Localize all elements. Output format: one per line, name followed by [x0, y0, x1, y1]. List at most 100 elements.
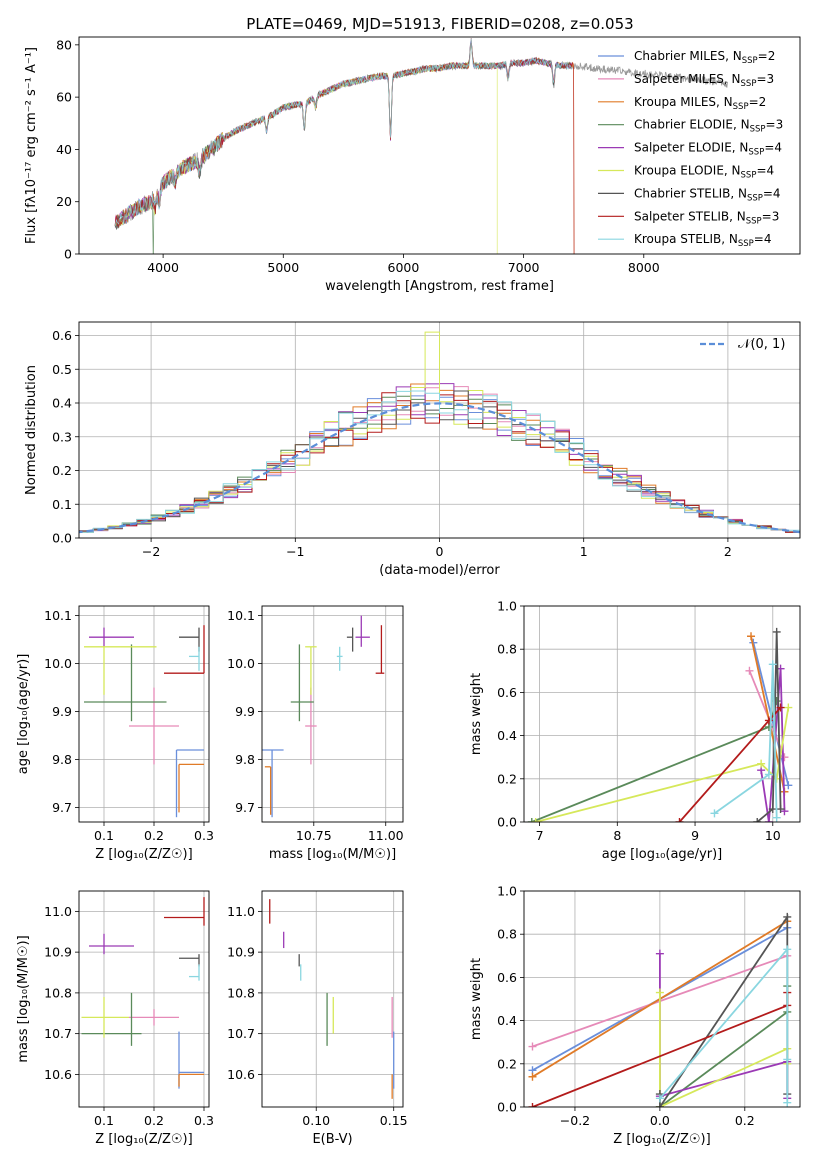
y-tick-label: 0.6 — [497, 685, 517, 700]
x-axis-label: age [log₁₀(age/yr)] — [602, 847, 723, 862]
residuals-plot-area — [79, 331, 800, 535]
weight-marker — [753, 818, 762, 822]
weight-marker — [528, 1042, 537, 1051]
y-tick-label: 1.0 — [497, 884, 517, 899]
axes-frame — [78, 321, 801, 539]
x-tick-label: 0.1 — [94, 1113, 114, 1128]
weight_vs_age-plot-area — [527, 627, 793, 822]
x-tick-label: 9 — [691, 828, 699, 843]
axes-frame — [78, 605, 210, 823]
weight-line — [659, 992, 789, 1107]
x-tick-label: 0.2 — [144, 1113, 164, 1128]
age_vs_mass-plot-area — [262, 615, 385, 818]
y-tick-label: 9.9 — [235, 704, 255, 719]
y-axis-label: mass weight — [469, 958, 484, 1040]
x-tick-label: 0.2 — [735, 1113, 755, 1128]
x-axis-label: (data-model)/error — [379, 563, 500, 578]
y-tick-label: 0.4 — [52, 396, 72, 411]
y-tick-label: 0.0 — [497, 1100, 517, 1115]
legend-entry: Salpeter STELIB, NSSP=3 — [634, 209, 779, 226]
y-tick-label: 0.0 — [497, 815, 517, 830]
weight-marker — [772, 813, 781, 822]
x-tick-label: 7 — [536, 828, 544, 843]
y-tick-label: 0.6 — [497, 970, 517, 985]
mass_vs_ebv-plot-area — [269, 899, 395, 1099]
y-tick-label: 20 — [56, 194, 72, 209]
mass_vs_Z-panel: 0.1 0.2 0.3 10.6 10.7 10.8 10.9 11.0 Z [log₁₀(Z/… — [16, 890, 214, 1147]
model-spectrum-line — [114, 42, 575, 254]
weight-marker — [784, 703, 793, 712]
spectrum-legend: Chabrier MILES, NSSP=2 Salpeter MILES, NS… — [598, 49, 783, 249]
axes-frame — [523, 605, 801, 823]
y-axis-label: mass [log₁₀(M/M☉)] — [16, 935, 31, 1062]
y-tick-label: 10.8 — [227, 985, 255, 1000]
y-tick-label: 9.8 — [235, 752, 255, 767]
gaussian-legend-label: 𝒩(0, 1) — [738, 337, 785, 352]
weight-line — [659, 946, 789, 1103]
x-tick-label: 4000 — [147, 260, 179, 275]
axes-frame — [523, 890, 801, 1108]
model-spectrum-line — [114, 43, 572, 231]
weight-marker — [783, 1098, 792, 1107]
axes-frame — [261, 605, 404, 823]
model-spectrum-line — [114, 41, 572, 227]
y-tick-label: 0.0 — [52, 531, 72, 546]
y-tick-label: 0.8 — [497, 642, 517, 657]
weight-marker — [747, 632, 756, 641]
y-tick-label: 11.0 — [44, 904, 72, 919]
y-tick-label: 60 — [56, 90, 72, 105]
weight-marker — [531, 818, 540, 822]
x-tick-label: 0.0 — [650, 1113, 670, 1128]
x-tick-label: 1 — [580, 544, 588, 559]
y-tick-label: 0.4 — [497, 728, 517, 743]
x-tick-label: 0.2 — [144, 828, 164, 843]
weight_vs_Z-plot-area — [528, 912, 792, 1107]
weight-marker — [776, 805, 785, 814]
weight-marker — [783, 912, 792, 921]
weight-line — [713, 664, 778, 818]
x-axis-label: mass [log₁₀(M/M☉)] — [269, 847, 396, 862]
y-tick-label: 9.7 — [235, 800, 255, 815]
y-tick-label: 10.9 — [44, 945, 72, 960]
y-tick-label: 80 — [56, 37, 72, 52]
model-spectrum-line — [114, 41, 572, 229]
y-tick-label: 10.9 — [227, 945, 255, 960]
x-tick-label: 0.10 — [302, 1113, 330, 1128]
weight-marker — [764, 818, 773, 822]
y-axis-label: mass weight — [469, 673, 484, 755]
y-tick-label: 10.1 — [227, 608, 255, 623]
weight-marker — [768, 805, 777, 814]
weight-marker — [776, 703, 785, 712]
weight-marker — [655, 1103, 664, 1107]
y-tick-label: 10.7 — [227, 1026, 255, 1041]
x-tick-label: 0.3 — [194, 828, 214, 843]
y-tick-label: 10.6 — [44, 1067, 72, 1082]
age_vs_Z-plot-area — [84, 625, 205, 818]
weight_vs_age-panel: 7 8 9 10 0.0 0.2 0.4 0.6 0.8 1.0 age [log₁₀(age/yr… — [469, 599, 801, 862]
residuals-panel: −2 −1 0 1 2 0.0 0.1 0.2 0.3 0.4 0.5 0.6 (data-model)… — [24, 321, 801, 578]
x-tick-label: 10 — [765, 828, 781, 843]
age_vs_Z-panel: 0.1 0.2 0.3 9.7 9.8 9.9 10.0 10.1 Z [log₁₀(Z/Z☉)… — [16, 605, 214, 862]
weight-marker — [745, 666, 754, 675]
y-tick-label: 0.5 — [52, 362, 72, 377]
axes-frame — [78, 36, 801, 255]
x-axis-label: Z [log₁₀(Z/Z☉)] — [95, 847, 192, 862]
legend-entry: Kroupa STELIB, NSSP=4 — [634, 232, 772, 249]
x-tick-label: 10.75 — [296, 828, 332, 843]
y-tick-label: 11.0 — [227, 904, 255, 919]
y-tick-label: 0.2 — [497, 1056, 517, 1071]
weight-marker — [655, 949, 664, 958]
weight-marker — [764, 770, 773, 779]
y-tick-label: 10.6 — [227, 1067, 255, 1082]
weight-marker — [772, 627, 781, 636]
weight-marker — [783, 1055, 792, 1064]
weight-marker — [655, 1094, 664, 1103]
weight-marker — [780, 753, 789, 762]
weight_vs_Z-panel: −0.2 0.0 0.2 0.0 0.2 0.4 0.6 0.8 1.0 Z [log₁₀(Z/Z… — [469, 884, 801, 1147]
x-tick-label: −0.2 — [560, 1113, 590, 1128]
y-tick-label: 40 — [56, 142, 72, 157]
x-tick-label: −2 — [142, 544, 160, 559]
legend-entry: Salpeter ELODIE, NSSP=4 — [634, 141, 782, 158]
y-tick-label: 0 — [64, 247, 72, 262]
y-tick-label: 9.8 — [52, 752, 72, 767]
